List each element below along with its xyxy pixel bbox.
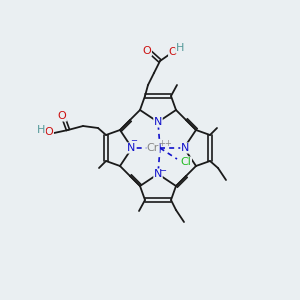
Text: H: H — [176, 43, 184, 53]
Text: N: N — [127, 143, 135, 153]
Text: ++: ++ — [158, 139, 172, 148]
Text: O: O — [45, 127, 53, 137]
Text: O: O — [58, 111, 66, 121]
Text: −: − — [160, 167, 167, 176]
Text: −: − — [130, 136, 137, 146]
Text: N: N — [154, 169, 162, 179]
Text: Cr: Cr — [147, 143, 159, 153]
Text: N: N — [154, 117, 162, 127]
Text: H: H — [37, 125, 45, 135]
Text: O: O — [169, 47, 177, 57]
Text: N: N — [181, 143, 189, 153]
Text: Cl: Cl — [181, 157, 191, 167]
Text: O: O — [142, 46, 152, 56]
